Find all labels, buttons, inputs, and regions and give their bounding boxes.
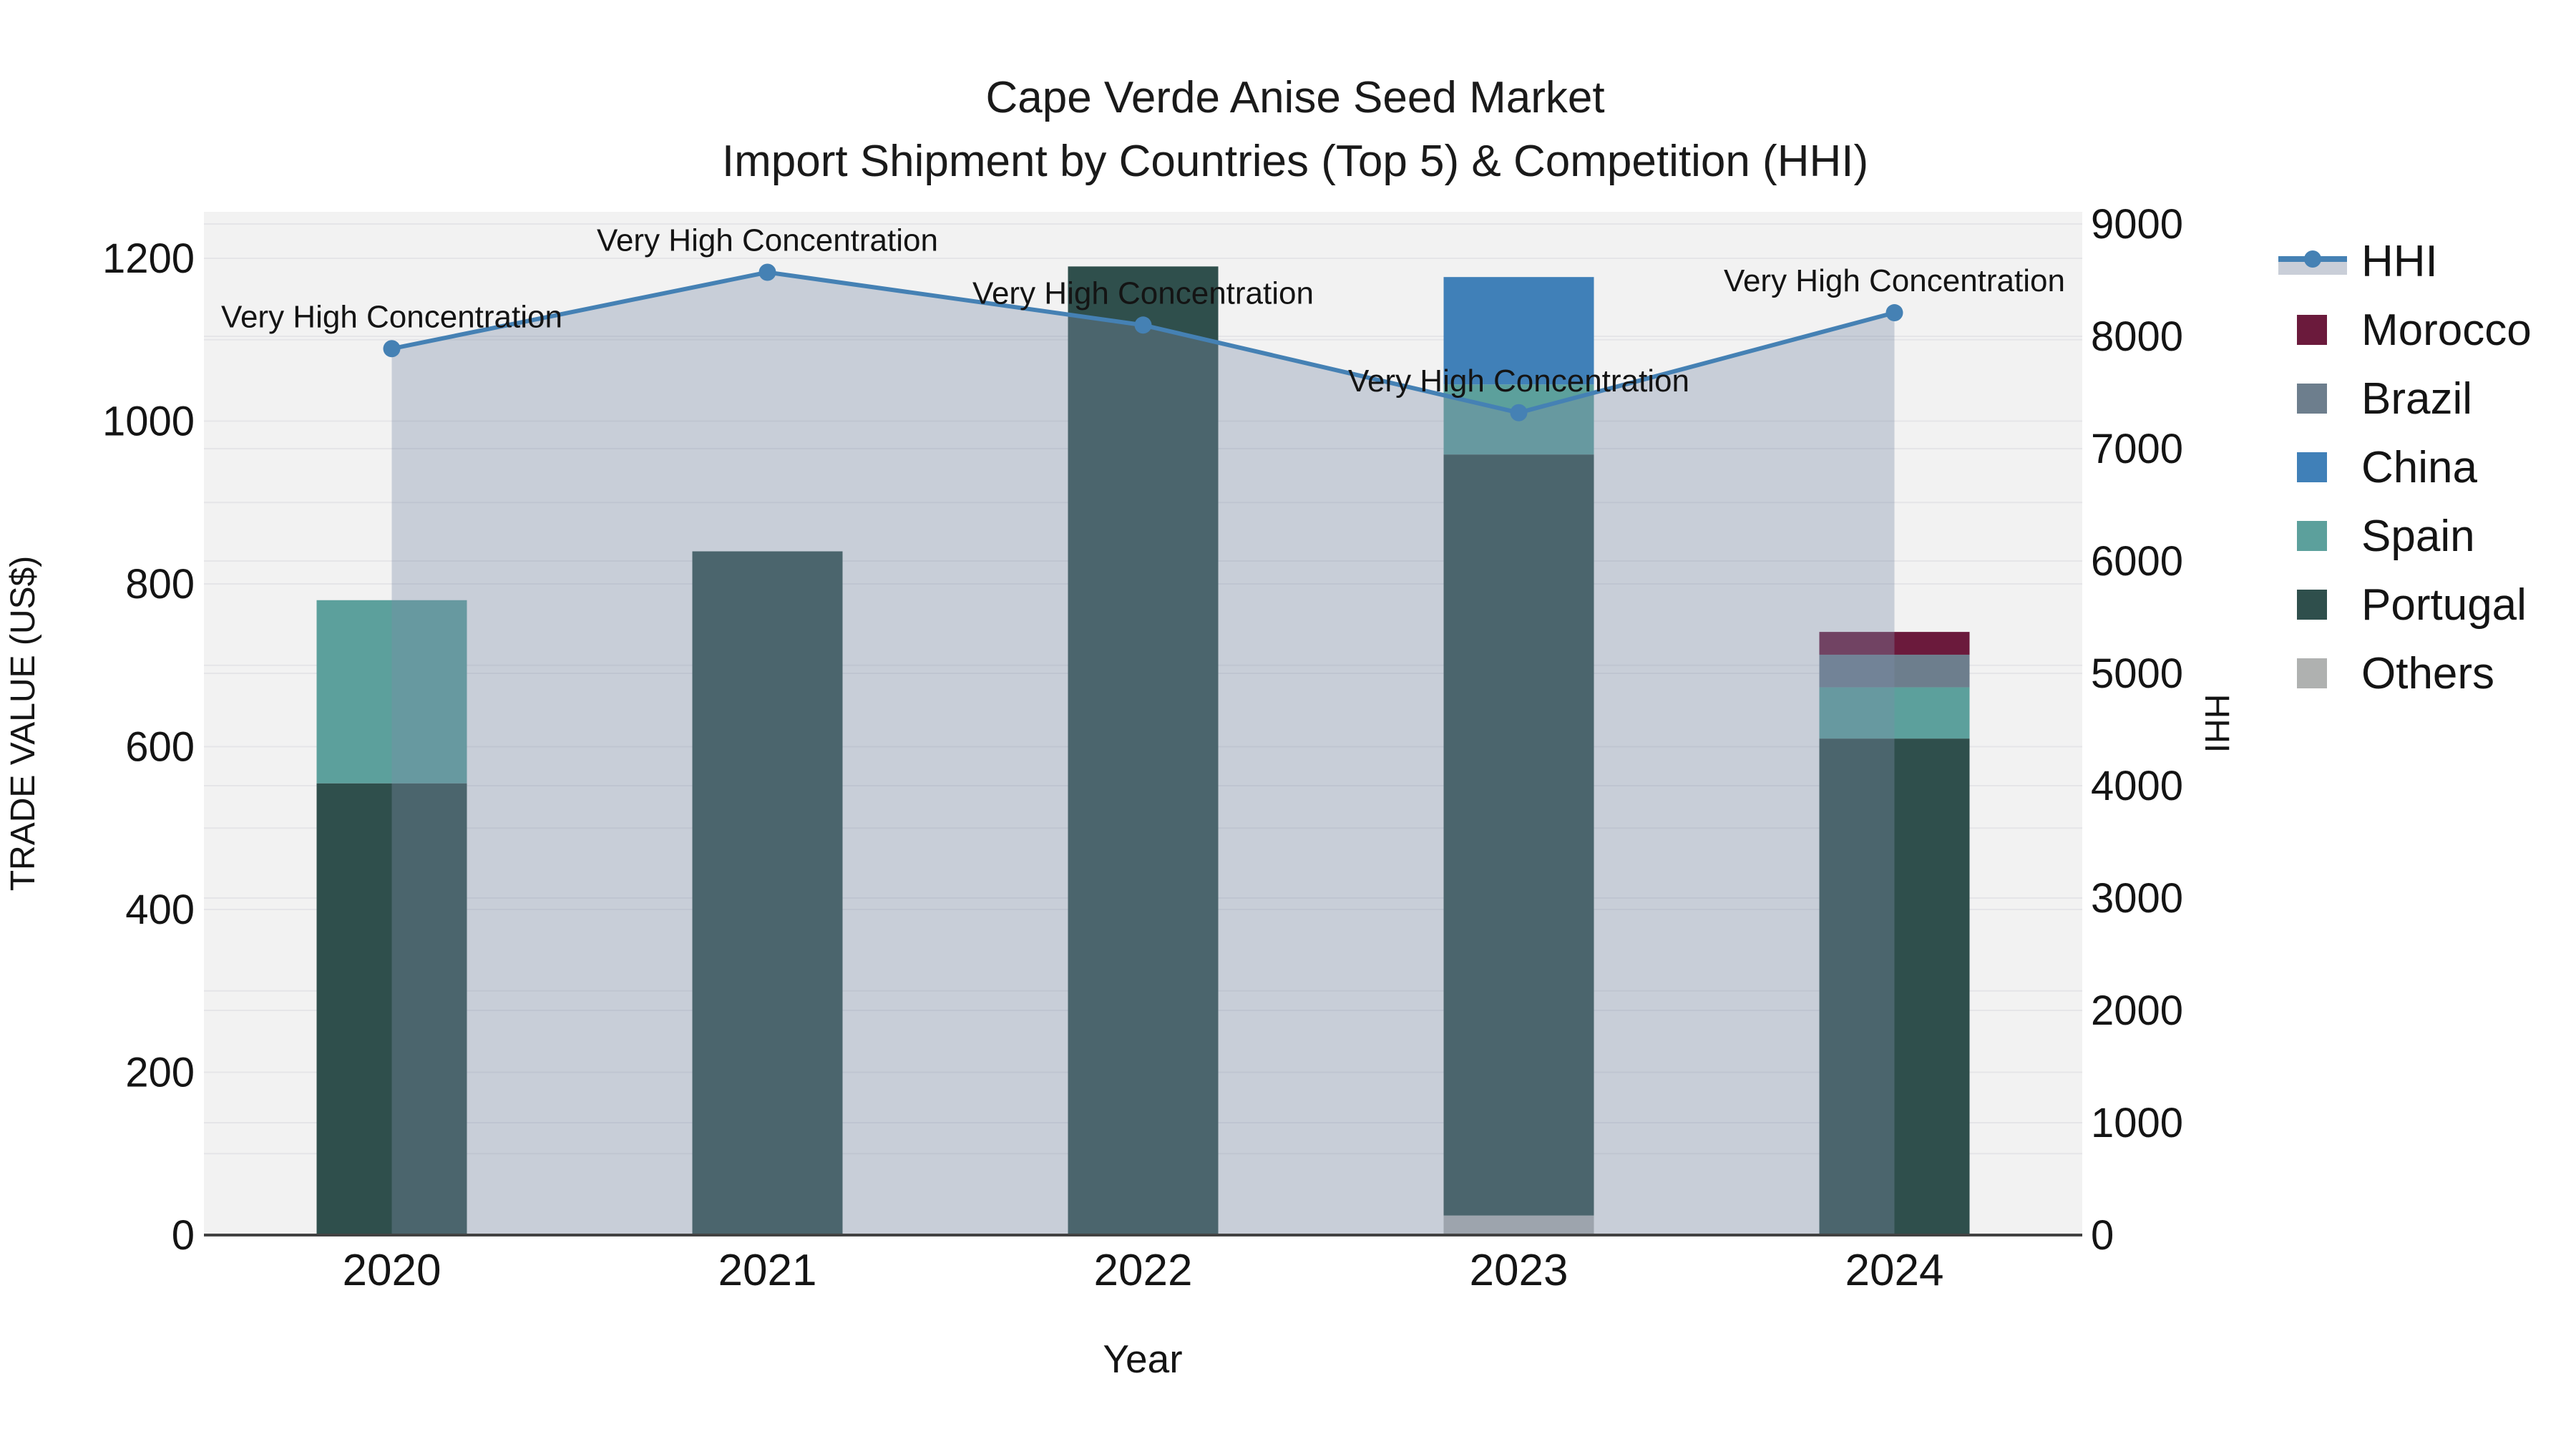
legend-area-band <box>2278 261 2347 275</box>
bar-segment-morocco-2024 <box>1819 632 1970 655</box>
legend-item-others: Others <box>2278 639 2532 708</box>
hhi-marker-2021 <box>758 263 776 281</box>
x-tick-2024: 2024 <box>1845 1246 1944 1295</box>
legend-swatch-others <box>2297 658 2327 688</box>
legend-item-morocco: Morocco <box>2278 296 2532 364</box>
legend-swatch-morocco <box>2297 315 2327 345</box>
x-tick-2021: 2021 <box>718 1246 817 1295</box>
legend-swatch-spain <box>2297 521 2327 551</box>
chart-title: Cape Verde Anise Seed Market Import Ship… <box>7 66 2576 194</box>
bar-segment-brazil-2024 <box>1819 654 1970 688</box>
chart-title-line2: Import Shipment by Countries (Top 5) & C… <box>721 137 1869 187</box>
annotation-2023: Very High Concentration <box>1348 364 1689 399</box>
legend-label-spain: Spain <box>2361 511 2475 561</box>
y-tick-right: 0 <box>2091 1212 2114 1259</box>
legend-label-hhi: HHI <box>2361 236 2438 286</box>
legend-label-morocco: Morocco <box>2361 305 2532 355</box>
legend-swatch-china <box>2297 452 2327 482</box>
hhi-area-fill <box>391 272 1895 1235</box>
bar-segment-spain-2024 <box>1819 687 1970 739</box>
x-tick-2022: 2022 <box>1094 1246 1193 1295</box>
y-tick-right: 5000 <box>2091 650 2183 697</box>
y-tick-right: 1000 <box>2091 1100 2183 1146</box>
annotation-2021: Very High Concentration <box>597 223 938 258</box>
bar-segment-portugal-2020 <box>316 783 467 1235</box>
y-tick-left: 0 <box>172 1212 195 1259</box>
legend-label-others: Others <box>2361 648 2495 698</box>
y-axis-title-left: TRADE VALUE (US$) <box>4 556 42 892</box>
hhi-marker-2024 <box>1885 304 1903 322</box>
bar-segment-portugal-2021 <box>692 551 843 1235</box>
legend-line-marker <box>2304 250 2321 268</box>
legend-swatch-portugal <box>2297 590 2327 620</box>
hhi-marker-2022 <box>1134 316 1152 334</box>
y-tick-left: 600 <box>125 724 195 771</box>
legend-item-brazil: Brazil <box>2278 364 2532 433</box>
hhi-marker-2020 <box>383 340 401 358</box>
legend-item-china: China <box>2278 433 2532 502</box>
y-tick-right: 6000 <box>2091 538 2183 585</box>
annotation-2022: Very High Concentration <box>972 275 1314 311</box>
legend-line-area-sample <box>2278 246 2347 276</box>
y-tick-right: 2000 <box>2091 987 2183 1034</box>
y-axis-title-right: HHI <box>2197 694 2235 753</box>
x-tick-2023: 2023 <box>1470 1246 1568 1295</box>
y-tick-left: 400 <box>125 887 195 933</box>
bar-segment-portugal-2022 <box>1068 266 1219 1235</box>
legend-item-portugal: Portugal <box>2278 570 2532 639</box>
y-tick-left: 800 <box>125 561 195 608</box>
y-tick-right: 7000 <box>2091 426 2183 472</box>
plot-area: Very High Concentration Very High Concent… <box>102 201 2183 1295</box>
annotation-2020: Very High Concentration <box>221 299 562 334</box>
y-tick-right: 9000 <box>2091 201 2183 248</box>
legend-label-brazil: Brazil <box>2361 374 2473 424</box>
y-tick-left: 1200 <box>102 235 195 282</box>
legend-label-china: China <box>2361 442 2477 492</box>
legend-swatch-brazil <box>2297 384 2327 414</box>
hhi-marker-2023 <box>1510 404 1528 421</box>
x-axis-title: Year <box>1103 1337 1182 1381</box>
bar-segment-others-2023 <box>1443 1215 1594 1235</box>
y-tick-right: 4000 <box>2091 763 2183 809</box>
annotation-2024: Very High Concentration <box>1724 263 2065 298</box>
y-tick-right: 8000 <box>2091 313 2183 360</box>
chart-title-line1: Cape Verde Anise Seed Market <box>985 73 1605 122</box>
y-tick-left: 200 <box>125 1050 195 1096</box>
legend-item-hhi: HHI <box>2278 227 2532 296</box>
y-tick-right: 3000 <box>2091 875 2183 922</box>
y-tick-left: 1000 <box>102 399 195 445</box>
bar-segment-spain-2020 <box>316 600 467 784</box>
bar-segment-portugal-2024 <box>1819 738 1970 1235</box>
legend: HHI Morocco Brazil China Spain Portugal Others <box>2278 227 2532 708</box>
bar-segment-portugal-2023 <box>1443 454 1594 1216</box>
legend-label-portugal: Portugal <box>2361 580 2527 630</box>
bar-segment-china-2023 <box>1443 277 1594 385</box>
x-tick-2020: 2020 <box>343 1246 441 1295</box>
legend-item-spain: Spain <box>2278 502 2532 570</box>
